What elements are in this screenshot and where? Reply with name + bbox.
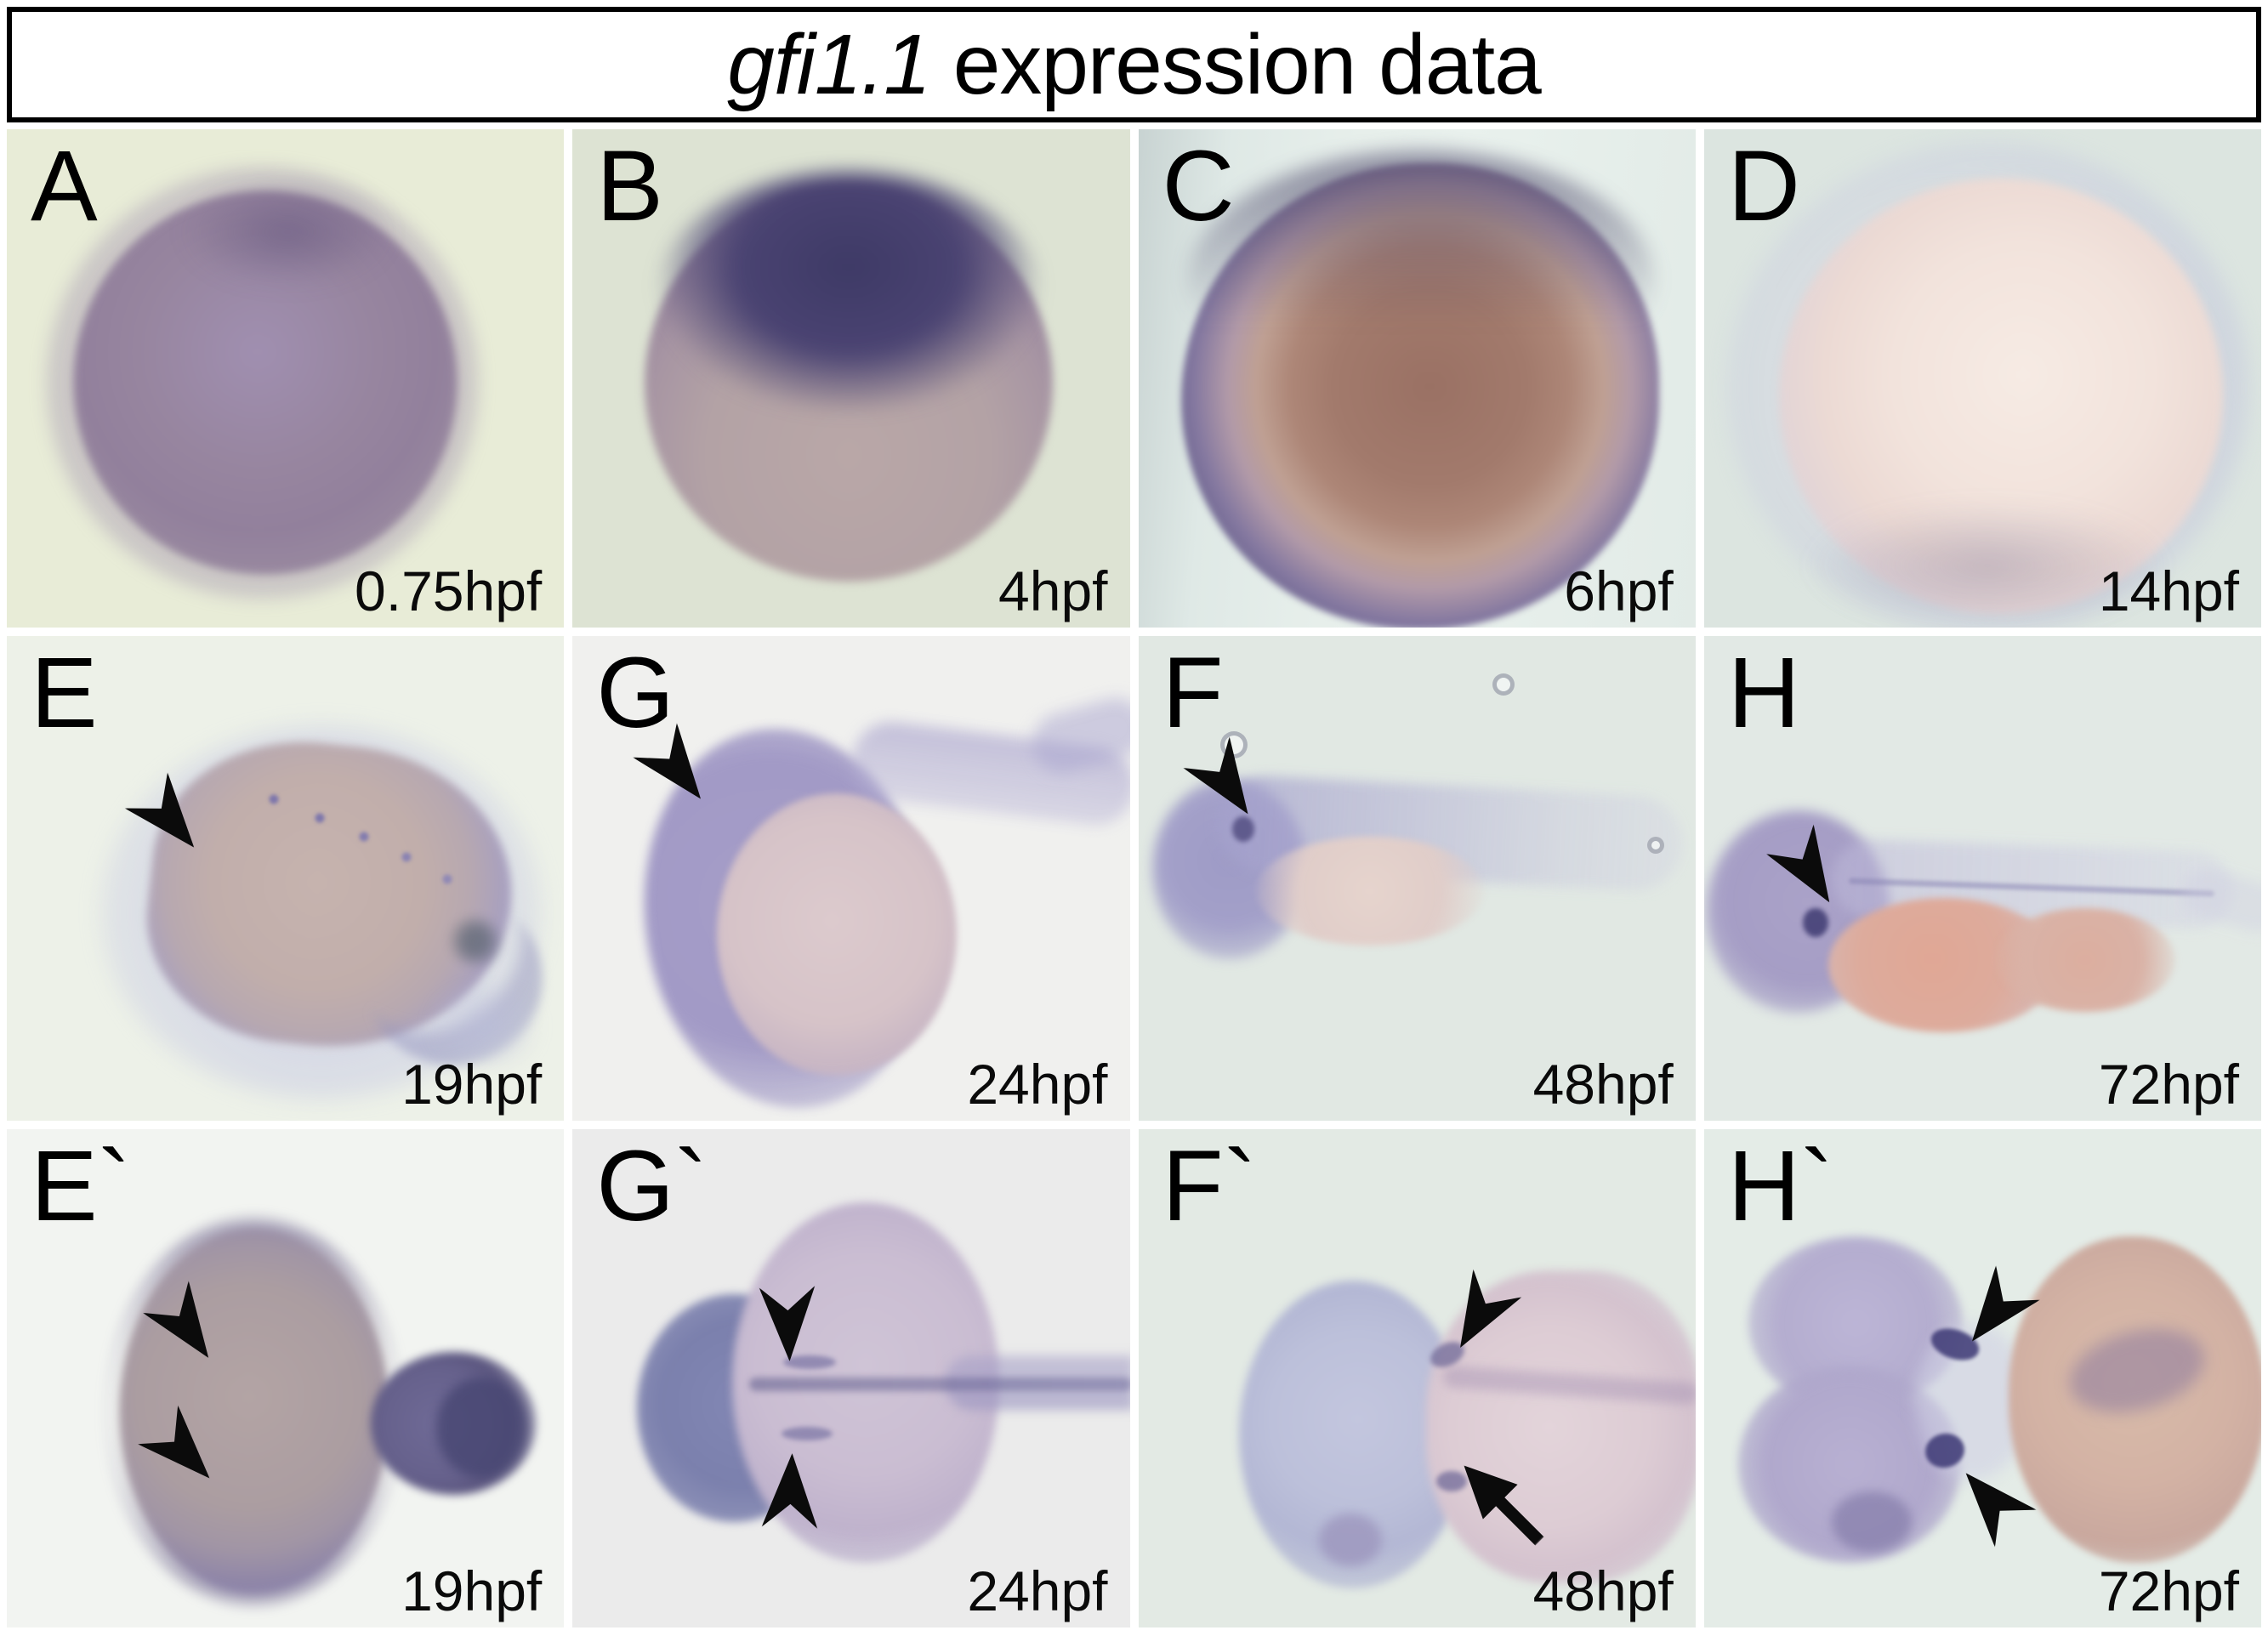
timestamp-label: 72hpf <box>2098 1053 2239 1116</box>
timestamp-label: 19hpf <box>401 1559 543 1622</box>
figure-title-rest: expression data <box>929 17 1542 112</box>
embryo-yolk <box>717 793 958 1076</box>
gene-name: gfi1.1 <box>727 17 931 112</box>
panel-H: H 72hpf <box>1703 636 2261 1121</box>
timestamp-label: 48hpf <box>1532 1053 1674 1116</box>
panel-E-prime: E` 19hpf <box>7 1129 565 1627</box>
embryo-shadow <box>1804 502 2170 628</box>
embryo-dark-rim <box>1187 151 1654 415</box>
timestamp-label: 6hpf <box>1564 560 1674 622</box>
larva-yolk <box>1255 837 1484 946</box>
expression-spot <box>1231 816 1254 842</box>
panel-label: G` <box>596 1130 708 1242</box>
panel-G-prime: G` 24hpf <box>572 1129 1130 1627</box>
panel-C: C 6hpf <box>1138 129 1696 628</box>
expression-spot <box>783 1355 837 1369</box>
panel-label: D <box>1727 130 1800 242</box>
panel-label: B <box>596 130 663 242</box>
embryo-body <box>1778 179 2223 614</box>
timestamp-label: 48hpf <box>1532 1559 1674 1622</box>
panel-D: D 14hpf <box>1703 129 2261 628</box>
embryo-tailbud-core <box>436 1378 528 1478</box>
embryo-tail-fold <box>425 986 544 1067</box>
expression-spot <box>782 1427 833 1440</box>
timestamp-label: 72hpf <box>2098 1559 2239 1622</box>
figure-title: gfi1.1 expression data <box>727 22 1541 107</box>
panel-E: E 19hpf <box>7 636 565 1121</box>
air-bubble <box>1646 837 1664 854</box>
panel-F-prime: F` 48hpf <box>1138 1129 1696 1627</box>
larva-head-patch <box>1831 1491 1912 1553</box>
panel-G: G 24hpf <box>572 636 1130 1121</box>
panel-H-prime: H` 72hpf <box>1703 1129 2261 1627</box>
larva-head-patch <box>1318 1514 1382 1566</box>
panel-label: F` <box>1162 1130 1257 1242</box>
expression-spot <box>1802 908 1828 937</box>
panel-label: H` <box>1727 1130 1834 1242</box>
panel-label: E <box>31 637 98 749</box>
panel-label: G <box>596 637 675 749</box>
timestamp-label: 24hpf <box>967 1053 1108 1116</box>
embryo-midline <box>749 1378 1130 1391</box>
panel-B: B 4hpf <box>572 129 1130 628</box>
timestamp-label: 14hpf <box>2098 560 2239 622</box>
panel-label: A <box>31 130 98 242</box>
panel-grid: A 0.75hpf B 4hpf C 6hpf D 14hpf E 19hpf <box>7 129 2261 1629</box>
embryo-animal-cap <box>181 177 394 287</box>
panel-label: E` <box>31 1130 131 1242</box>
embryo-animal-cap <box>659 172 1039 410</box>
panel-A: A 0.75hpf <box>7 129 565 628</box>
air-bubble <box>1492 673 1515 696</box>
timestamp-label: 0.75hpf <box>355 560 543 622</box>
timestamp-label: 24hpf <box>967 1559 1108 1622</box>
figure-title-box: gfi1.1 expression data <box>7 7 2261 122</box>
timestamp-label: 19hpf <box>401 1053 543 1116</box>
panel-label: F <box>1162 637 1224 749</box>
panel-label: H <box>1727 637 1800 749</box>
expression-specks <box>262 787 492 906</box>
panel-label: C <box>1162 130 1235 242</box>
timestamp-label: 4hpf <box>998 560 1108 622</box>
larva-yolk-extension <box>1994 908 2175 1012</box>
expression-spot <box>1435 1471 1467 1491</box>
air-bubble <box>1219 731 1248 758</box>
panel-F: F 48hpf <box>1138 636 1696 1121</box>
embryo-body <box>119 1228 389 1595</box>
